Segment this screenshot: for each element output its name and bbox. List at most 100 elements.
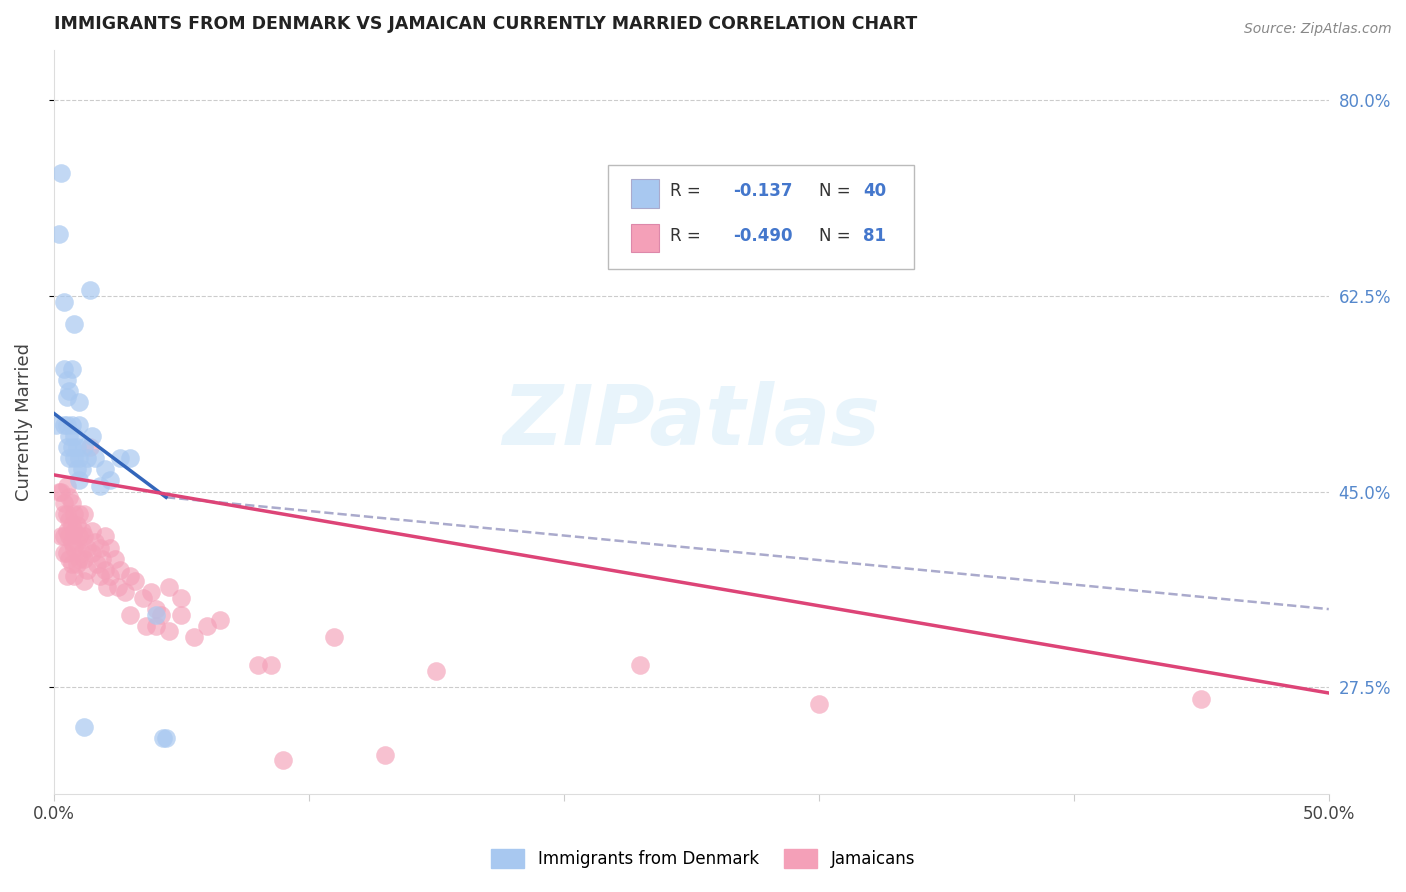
Point [45, 417, 67, 432]
Point [55, 546, 77, 560]
Point [139, 585, 162, 599]
Point [145, 619, 167, 633]
Legend: Immigrants from Denmark, Jamaicans: Immigrants from Denmark, Jamaicans [484, 842, 922, 875]
Point [53, 361, 76, 376]
Point [195, 619, 218, 633]
Point [96, 580, 118, 594]
Point [157, 624, 180, 639]
Point [55, 440, 77, 454]
Point [145, 607, 167, 622]
Point [86, 558, 108, 572]
Text: R =: R = [669, 227, 706, 244]
Point [104, 551, 127, 566]
Point [135, 619, 157, 633]
Point [53, 294, 76, 309]
Point [53, 417, 76, 432]
Point [89, 541, 111, 555]
Point [208, 613, 231, 627]
Point [55, 479, 77, 493]
Point [51, 484, 73, 499]
Point [374, 747, 396, 762]
Y-axis label: Currently Married: Currently Married [15, 343, 32, 500]
Point [58, 529, 80, 543]
Point [124, 574, 146, 589]
Point [58, 490, 80, 504]
Text: N =: N = [818, 182, 856, 200]
Point [73, 440, 96, 454]
Point [170, 591, 193, 605]
Point [157, 580, 180, 594]
Point [425, 664, 447, 678]
Point [183, 630, 205, 644]
Point [73, 720, 96, 734]
Point [55, 524, 77, 538]
Text: Source: ZipAtlas.com: Source: ZipAtlas.com [1244, 22, 1392, 37]
Point [63, 524, 86, 538]
Point [66, 535, 89, 549]
Text: N =: N = [818, 227, 856, 244]
Point [67, 451, 90, 466]
Point [107, 580, 129, 594]
Point [246, 658, 269, 673]
Point [63, 451, 86, 466]
Point [60, 361, 83, 376]
Point [1189, 691, 1212, 706]
Point [152, 731, 174, 745]
Point [60, 535, 83, 549]
Point [73, 507, 96, 521]
Point [83, 535, 105, 549]
Point [259, 658, 281, 673]
Point [51, 166, 73, 180]
Point [89, 479, 111, 493]
Point [58, 551, 80, 566]
Point [73, 574, 96, 589]
Point [67, 474, 90, 488]
Point [53, 496, 76, 510]
Text: 40: 40 [863, 182, 887, 200]
Text: IMMIGRANTS FROM DENMARK VS JAMAICAN CURRENTLY MARRIED CORRELATION CHART: IMMIGRANTS FROM DENMARK VS JAMAICAN CURR… [53, 15, 917, 33]
Point [108, 451, 131, 466]
Point [89, 568, 111, 582]
Point [70, 524, 93, 538]
Point [79, 440, 101, 454]
Point [63, 507, 86, 521]
Text: 81: 81 [863, 227, 886, 244]
Point [58, 428, 80, 442]
Point [55, 568, 77, 582]
Point [76, 451, 98, 466]
Point [155, 731, 177, 745]
Point [63, 317, 86, 331]
FancyBboxPatch shape [631, 179, 659, 208]
Point [80, 428, 103, 442]
Point [66, 440, 89, 454]
Point [76, 563, 98, 577]
Point [70, 462, 93, 476]
FancyBboxPatch shape [631, 224, 659, 252]
Point [73, 529, 96, 543]
Point [807, 697, 830, 711]
Point [53, 529, 76, 543]
Point [170, 607, 193, 622]
Point [51, 529, 73, 543]
Point [66, 558, 89, 572]
Point [323, 630, 346, 644]
Point [67, 395, 90, 409]
Point [48, 227, 70, 242]
Point [53, 507, 76, 521]
Point [67, 507, 90, 521]
Point [108, 563, 131, 577]
Point [55, 390, 77, 404]
Point [80, 524, 103, 538]
Point [145, 602, 167, 616]
Point [60, 417, 83, 432]
Point [120, 607, 142, 622]
Point [76, 541, 98, 555]
Point [91, 551, 114, 566]
Point [628, 658, 651, 673]
Point [67, 551, 90, 566]
Point [58, 451, 80, 466]
Point [58, 384, 80, 398]
Point [53, 546, 76, 560]
Text: -0.137: -0.137 [734, 182, 793, 200]
Point [67, 529, 90, 543]
